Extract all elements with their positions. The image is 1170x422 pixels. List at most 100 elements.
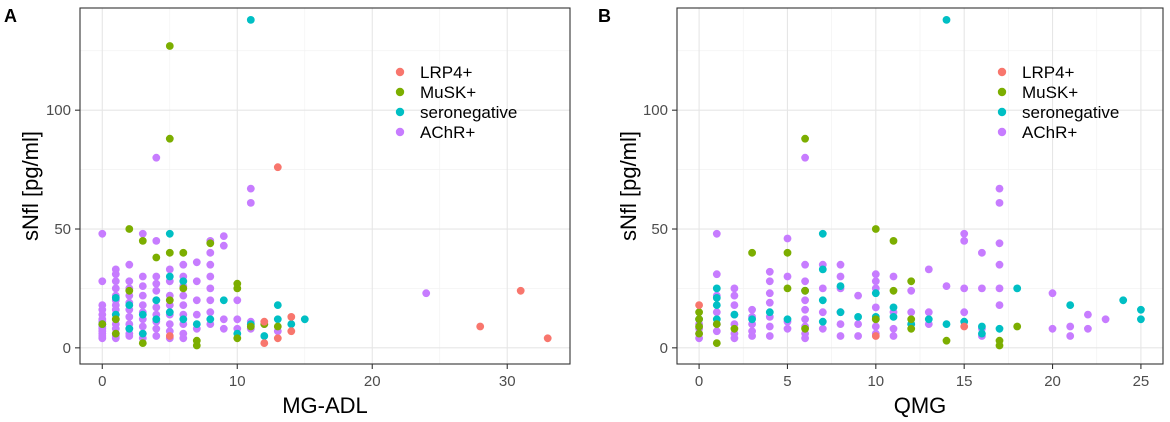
point-musk-pos [111,329,120,338]
point-achr-pos [206,260,215,269]
point-musk-pos [889,237,898,245]
point-lrp4-pos [260,317,269,326]
point-achr-pos [801,296,809,305]
point-achr-pos [712,327,721,336]
point-achr-pos [165,265,174,274]
point-seronegative [1137,305,1145,314]
point-seronegative [165,272,174,281]
point-achr-pos [1066,332,1075,340]
point-achr-pos [801,315,809,324]
point-seronegative [924,315,933,324]
x-axis-title: QMG [894,393,947,418]
x-tick-label: 10 [229,373,246,390]
point-achr-pos [783,272,792,281]
point-achr-pos [1084,310,1092,319]
point-seronegative [818,296,827,305]
legend-key [997,107,1007,117]
point-achr-pos [152,324,161,333]
point-achr-pos [179,334,188,343]
point-achr-pos [712,229,721,238]
legend-key [395,127,405,137]
legend-key [997,87,1007,97]
point-seronegative [995,324,1004,333]
point-seronegative [138,329,147,338]
point-achr-pos [889,332,898,340]
x-tick-label: 20 [364,373,381,390]
legend-key [395,67,405,77]
point-seronegative [889,313,898,321]
point-musk-pos [165,134,174,143]
point-achr-pos [1084,324,1092,333]
point-achr-pos [836,320,845,328]
point-seronegative [260,332,269,340]
point-achr-pos [138,229,147,238]
point-achr-pos [730,291,739,300]
point-achr-pos [1066,322,1075,331]
x-tick-label: 25 [1133,373,1150,390]
point-achr-pos [206,272,215,281]
point-achr-pos [942,282,951,290]
x-tick-label: 30 [499,373,516,390]
point-achr-pos [219,315,228,324]
point-achr-pos [192,277,201,286]
point-achr-pos [801,260,809,269]
point-seronegative [730,310,739,319]
point-musk-pos [125,225,134,233]
legend-label: AChR+ [1022,123,1077,142]
point-achr-pos [907,308,916,317]
point-musk-pos [165,42,174,50]
point-achr-pos [995,184,1004,193]
point-achr-pos [836,260,845,269]
point-achr-pos [98,334,107,343]
point-achr-pos [152,272,161,281]
point-achr-pos [98,277,107,286]
point-musk-pos [695,322,703,331]
point-lrp4-pos [960,322,969,331]
point-achr-pos [125,277,134,286]
point-achr-pos [871,322,880,331]
point-achr-pos [179,260,188,269]
point-musk-pos [98,320,107,328]
point-lrp4-pos [287,313,296,321]
point-seronegative [1013,284,1022,293]
point-achr-pos [192,258,201,267]
point-seronegative [712,284,721,293]
y-tick-label: 0 [660,340,668,357]
point-seronegative [246,16,255,24]
y-axis-title: sNfl [pg/ml] [18,131,43,241]
point-musk-pos [695,308,703,317]
point-achr-pos [765,332,774,340]
point-lrp4-pos [260,339,269,347]
point-seronegative [836,282,845,290]
point-seronegative [942,320,951,328]
point-achr-pos [165,320,174,328]
point-lrp4-pos [871,332,880,340]
x-axis-title: MG-ADL [282,393,368,418]
legend-label: LRP4+ [1022,63,1075,82]
point-achr-pos [246,199,255,207]
point-seronegative [783,315,792,324]
legend-key [997,67,1007,77]
point-achr-pos [192,296,201,305]
point-achr-pos [179,291,188,300]
legend-label: seronegative [420,103,517,122]
point-musk-pos [206,239,215,248]
point-seronegative [765,308,774,317]
point-musk-pos [192,341,201,350]
point-seronegative [889,303,898,312]
point-musk-pos [907,277,916,286]
legend-key [997,127,1007,137]
point-seronegative [138,310,147,319]
point-seronegative [712,294,721,302]
point-lrp4-pos [695,301,703,309]
point-musk-pos [871,225,880,233]
point-achr-pos [924,308,933,317]
point-seronegative [179,277,188,286]
point-achr-pos [219,324,228,333]
point-lrp4-pos [273,163,282,172]
point-seronegative [818,317,827,326]
point-achr-pos [995,284,1004,293]
legend-label: MuSK+ [1022,83,1078,102]
point-achr-pos [818,324,827,333]
